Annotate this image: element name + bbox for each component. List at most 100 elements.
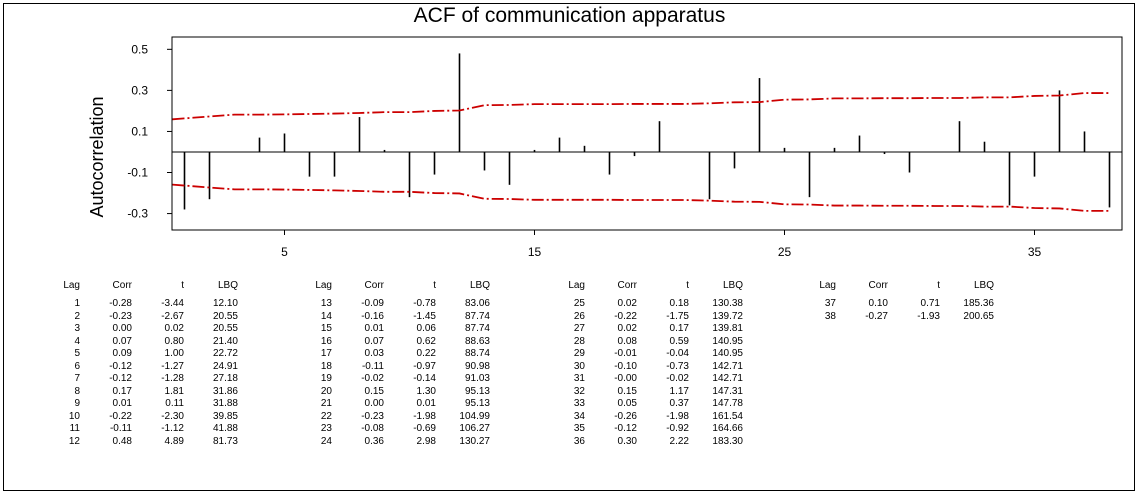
stats-cell: 0.71: [920, 298, 940, 309]
stats-cell: 27: [573, 323, 585, 334]
stats-cell: 24.91: [212, 360, 238, 372]
stats-cell: 83.06: [464, 298, 490, 309]
stats-cell: 32: [573, 385, 585, 397]
stats-cell: 140.95: [712, 335, 743, 347]
stats-cell: 20.55: [212, 323, 238, 334]
stats-cell: 161.54: [712, 410, 743, 422]
stats-row: 24 0.36 2.98 130.27: [312, 436, 502, 449]
stats-row: 13 -0.09 -0.78 83.06: [312, 298, 502, 311]
stats-row: 23 -0.08 -0.69 106.27: [312, 423, 502, 436]
stats-row: 18 -0.11 -0.97 90.98: [312, 361, 502, 374]
stats-cell: 0.22: [416, 348, 436, 359]
stats-row: 29 -0.01 -0.04 140.95: [565, 348, 755, 361]
upper-confidence-limit: [172, 92, 1110, 121]
stats-cell: 2: [74, 310, 80, 322]
stats-block: Lag Corr t LBQ 37 0.10 0.71 185.36 38 -0.27 -1.93 2…: [816, 280, 1006, 323]
stats-row: 3 0.00 0.02 20.55: [60, 323, 250, 336]
stats-header-cell: Lag: [568, 280, 585, 291]
stats-cell: -2.67: [161, 310, 184, 322]
stats-cell: 5: [74, 348, 80, 359]
stats-cell: -0.16: [361, 310, 384, 322]
stats-cell: 26: [573, 310, 585, 322]
y-axis: 0.5 0.3 0.1 -0.1 -0.3: [127, 42, 172, 221]
stats-cell: 19: [320, 373, 332, 384]
stats-header-cell: t: [433, 280, 436, 291]
stats-cell: 142.71: [712, 360, 743, 372]
stats-cell: -0.10: [614, 360, 637, 372]
stats-cell: 6: [74, 360, 80, 372]
stats-cell: 140.95: [712, 348, 743, 359]
stats-cell: -0.22: [614, 310, 637, 322]
stats-row: 25 0.02 0.18 130.38: [565, 298, 755, 311]
stats-cell: 95.13: [464, 385, 490, 397]
stats-header-cell: Corr: [617, 280, 637, 291]
stats-row: 1 -0.28 -3.44 12.10: [60, 298, 250, 311]
stats-cell: 88.74: [464, 348, 490, 359]
stats-row: 33 0.05 0.37 147.78: [565, 398, 755, 411]
stats-cell: 95.13: [464, 398, 490, 409]
x-tick-label: 25: [778, 245, 792, 259]
stats-header-cell: Corr: [364, 280, 384, 291]
stats-cell: 33: [573, 398, 585, 409]
stats-cell: 104.99: [459, 410, 490, 422]
stats-cell: 22: [320, 410, 332, 422]
stats-row: 31 -0.00 -0.02 142.71: [565, 373, 755, 386]
stats-cell: 2.98: [416, 435, 436, 447]
stats-row: 9 0.01 0.11 31.88: [60, 398, 250, 411]
stats-cell: 183.30: [712, 435, 743, 447]
stats-block: Lag Corr t LBQ 25 0.02 0.18 130.38 26 -0.22 -1.75 1…: [565, 280, 755, 448]
stats-header-cell: LBQ: [973, 280, 994, 291]
stats-row: 11 -0.11 -1.12 41.88: [60, 423, 250, 436]
stats-cell: 0.17: [112, 385, 132, 397]
stats-cell: 4: [74, 335, 80, 347]
stats-cell: 28: [573, 335, 585, 347]
stats-cell: 81.73: [212, 435, 238, 447]
stats-cell: 0.07: [364, 335, 384, 347]
figure-frame: [3, 3, 1135, 491]
stats-cell: -1.75: [666, 310, 689, 322]
stats-cell: 25: [573, 298, 585, 309]
stats-cell: -1.27: [161, 360, 184, 372]
stats-header-cell: LBQ: [469, 280, 490, 291]
stats-cell: -1.98: [666, 410, 689, 422]
stats-cell: -1.98: [413, 410, 436, 422]
stats-cell: 0.09: [112, 348, 132, 359]
stats-cell: 31: [573, 373, 585, 384]
stats-cell: -0.01: [614, 348, 637, 359]
stats-cell: 1.00: [164, 348, 184, 359]
stats-cell: 1.30: [416, 385, 436, 397]
stats-cell: 0.15: [617, 385, 637, 397]
stats-header-cell: Lag: [315, 280, 332, 291]
stats-header-cell: Lag: [819, 280, 836, 291]
stats-cell: 20.55: [212, 310, 238, 322]
stats-cell: -0.92: [666, 423, 689, 434]
stats-cell: -3.44: [161, 298, 184, 309]
stats-cell: 0.15: [364, 385, 384, 397]
stats-cell: 0.01: [112, 398, 132, 409]
stats-cell: 21: [320, 398, 332, 409]
stats-cell: 31.86: [212, 385, 238, 397]
stats-cell: 0.02: [164, 323, 184, 334]
stats-row: 21 0.00 0.01 95.13: [312, 398, 502, 411]
stats-cell: 23: [320, 423, 332, 434]
stats-cell: 0.18: [669, 298, 689, 309]
stats-row: 5 0.09 1.00 22.72: [60, 348, 250, 361]
stats-cell: 24: [320, 435, 332, 447]
stats-cell: 130.38: [712, 298, 743, 309]
stats-cell: -2.30: [161, 410, 184, 422]
stats-cell: 147.31: [712, 385, 743, 397]
stats-cell: -0.97: [413, 360, 436, 372]
stats-cell: 0.80: [164, 335, 184, 347]
stats-cell: -1.93: [917, 310, 940, 322]
stats-cell: -0.27: [865, 310, 888, 322]
stats-cell: -0.23: [109, 310, 132, 322]
stats-header-cell: Lag: [63, 280, 80, 291]
stats-cell: -0.04: [666, 348, 689, 359]
stats-header-cell: t: [181, 280, 184, 291]
y-tick-label: -0.1: [127, 166, 148, 180]
plot-area: [171, 36, 1123, 231]
stats-cell: 8: [74, 385, 80, 397]
stats-cell: 164.66: [712, 423, 743, 434]
y-tick-label: -0.3: [127, 207, 148, 221]
acf-bars: [183, 53, 1111, 210]
